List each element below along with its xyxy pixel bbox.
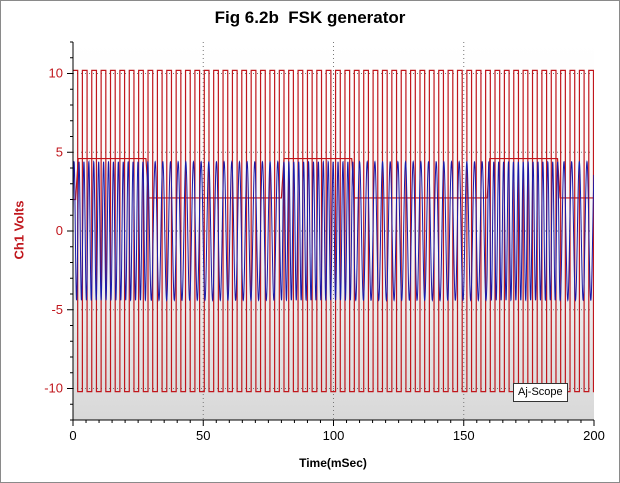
x-tick-label: 50 (196, 428, 210, 443)
series-line-2 (73, 157, 594, 201)
y-tick-label: -10 (44, 381, 63, 396)
y-tick-label: -5 (51, 302, 63, 317)
x-axis-label: Time(mSec) (299, 456, 367, 470)
x-tick-label: 150 (453, 428, 475, 443)
y-tick-label: 5 (56, 144, 63, 159)
x-tick-label: 0 (69, 428, 76, 443)
x-tick-label: 200 (583, 428, 605, 443)
series-line-3 (73, 159, 594, 302)
chart-title: Fig 6.2b FSK generator (214, 8, 406, 27)
x-tick-label: 100 (323, 428, 345, 443)
watermark-badge: Aj-Scope (513, 383, 568, 402)
y-tick-label: 10 (49, 66, 63, 81)
y-tick-label: 0 (56, 223, 63, 238)
